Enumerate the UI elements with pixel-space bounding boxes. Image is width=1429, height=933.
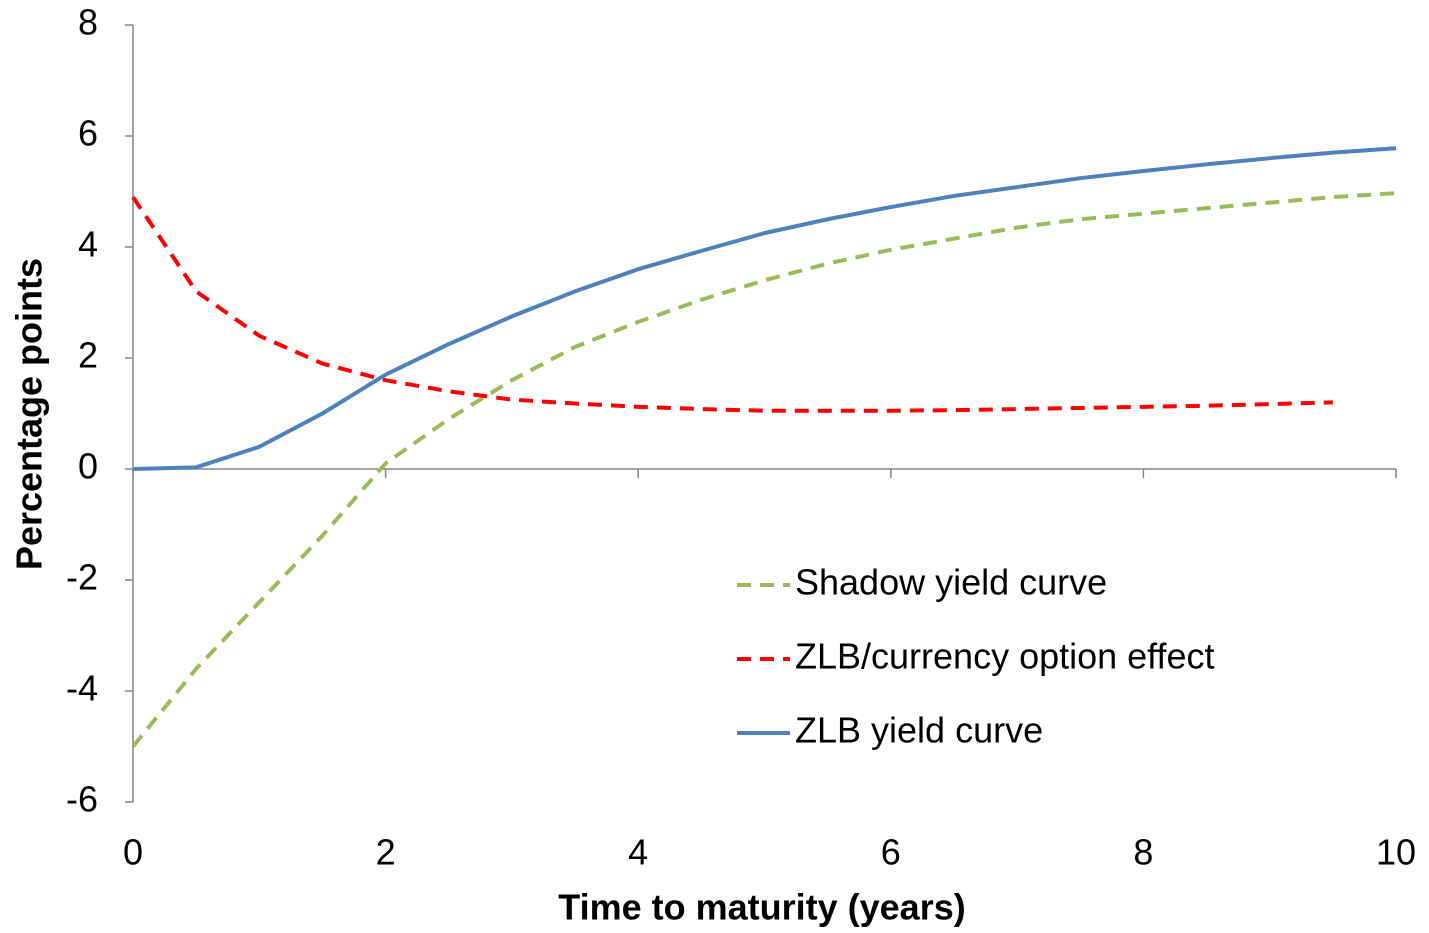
legend-label: ZLB yield curve <box>795 710 1043 751</box>
x-tick-label: 2 <box>376 832 396 873</box>
y-tick-label: -6 <box>66 779 98 820</box>
x-tick-label: 8 <box>1133 832 1153 873</box>
x-tick-label: 4 <box>628 832 648 873</box>
legend-label: Shadow yield curve <box>795 562 1107 603</box>
y-tick-label: -2 <box>66 557 98 598</box>
y-tick-label: 0 <box>78 446 98 487</box>
x-axis-label: Time to maturity (years) <box>558 887 965 928</box>
y-tick-label: 2 <box>78 335 98 376</box>
y-tick-label: -4 <box>66 668 98 709</box>
series-line <box>131 195 1333 413</box>
series-line <box>132 146 1397 471</box>
x-tick-label: 6 <box>881 832 901 873</box>
y-tick-label: 6 <box>78 113 98 154</box>
y-tick-label: 8 <box>78 2 98 43</box>
x-tick-label: 0 <box>123 832 143 873</box>
legend-label: ZLB/currency option effect <box>795 636 1215 677</box>
series-line <box>131 191 1397 748</box>
x-tick-label: 10 <box>1376 832 1416 873</box>
y-axis-label: Percentage points <box>9 258 50 570</box>
y-tick-label: 4 <box>78 224 98 265</box>
